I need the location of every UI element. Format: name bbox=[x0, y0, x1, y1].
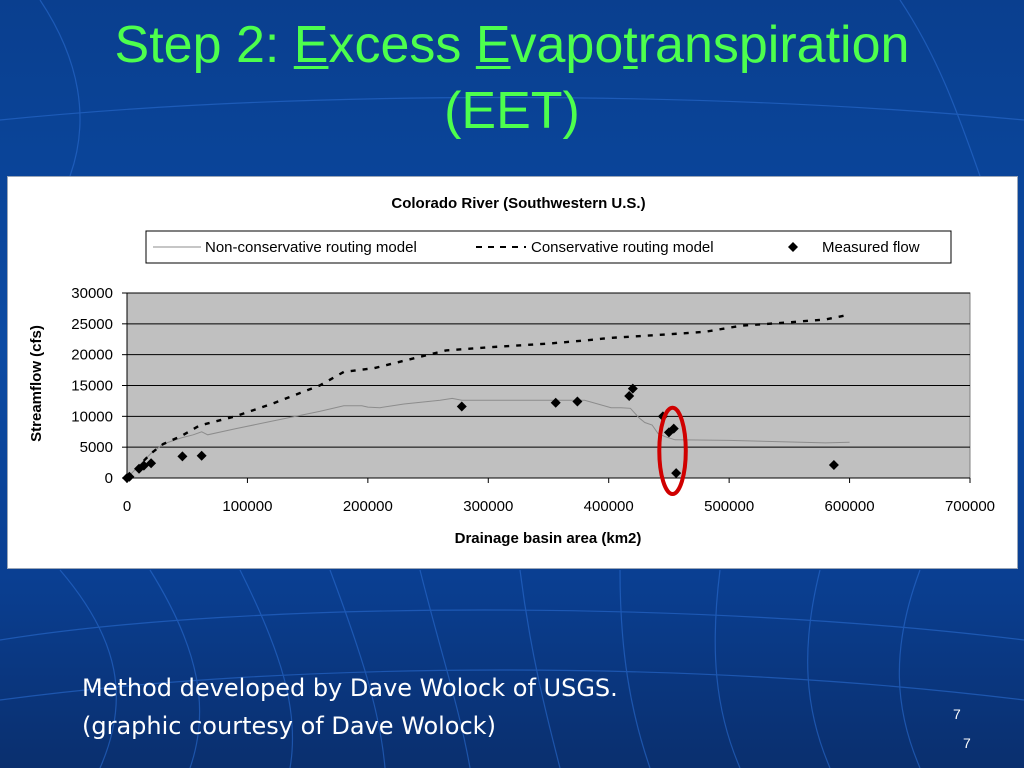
annotation-red-ellipse bbox=[657, 405, 688, 497]
data-point-measured-flow bbox=[146, 458, 157, 469]
chart-svg: Colorado River (Southwestern U.S.) Non-co… bbox=[28, 195, 995, 547]
chart-panel: Colorado River (Southwestern U.S.) Non-co… bbox=[7, 176, 1018, 569]
data-point-measured-flow bbox=[124, 471, 135, 482]
y-tick-label: 30000 bbox=[71, 285, 113, 302]
page-number-b: 7 bbox=[963, 735, 971, 751]
legend-label-non-conservative: Non-conservative routing model bbox=[205, 239, 417, 256]
x-tick-label: 700000 bbox=[945, 498, 995, 515]
title-word-excess-rest: xcess bbox=[328, 16, 476, 74]
data-point-measured-flow bbox=[668, 423, 679, 434]
legend-label-conservative: Conservative routing model bbox=[531, 239, 714, 256]
legend-label-measured: Measured flow bbox=[822, 239, 920, 256]
caption-line-2: (graphic courtesy of Dave Wolock) bbox=[82, 712, 496, 740]
x-tick-label: 500000 bbox=[704, 498, 754, 515]
legend-swatch-measured-diamond bbox=[788, 242, 798, 252]
x-axis-label: Drainage basin area (km2) bbox=[455, 530, 642, 547]
slide-title: Step 2: Excess Evapotranspiration (EET) bbox=[40, 12, 984, 144]
series-line-conservative bbox=[126, 313, 850, 479]
y-axis-label: Streamflow (cfs) bbox=[28, 325, 45, 442]
x-tick-label: 600000 bbox=[825, 498, 875, 515]
title-prefix: Step 2: bbox=[114, 16, 294, 74]
x-tick-label: 100000 bbox=[222, 498, 272, 515]
y-tick-label: 20000 bbox=[71, 347, 113, 364]
y-tick-label: 0 bbox=[105, 470, 113, 487]
legend-box bbox=[145, 230, 952, 264]
page-number-a: 7 bbox=[953, 706, 961, 722]
caption-line-1: Method developed by Dave Wolock of USGS. bbox=[82, 674, 618, 702]
data-point-measured-flow bbox=[177, 451, 188, 462]
title-underlined-t: t bbox=[623, 16, 638, 74]
title-line-1: Step 2: Excess Evapotranspiration bbox=[40, 12, 984, 78]
x-tick-label: 200000 bbox=[343, 498, 393, 515]
x-tick-label: 0 bbox=[123, 498, 131, 515]
x-tick-label: 300000 bbox=[463, 498, 513, 515]
title-underlined-e-1: E bbox=[293, 16, 329, 74]
data-point-measured-flow bbox=[671, 468, 682, 479]
data-point-measured-flow bbox=[550, 397, 561, 408]
data-point-measured-flow bbox=[627, 383, 638, 394]
data-point-measured-flow bbox=[456, 401, 467, 412]
title-word-evapo: vapo bbox=[510, 16, 624, 74]
y-tick-label: 25000 bbox=[71, 316, 113, 333]
title-word-ranspiration: ranspiration bbox=[637, 16, 910, 74]
title-line-2: (EET) bbox=[444, 82, 580, 140]
y-tick-label: 15000 bbox=[71, 378, 113, 395]
data-point-measured-flow bbox=[196, 450, 207, 461]
y-tick-label: 5000 bbox=[80, 439, 113, 456]
chart-title: Colorado River (Southwestern U.S.) bbox=[391, 195, 645, 212]
y-tick-label: 10000 bbox=[71, 408, 113, 425]
x-tick-label: 400000 bbox=[584, 498, 634, 515]
data-point-measured-flow bbox=[828, 460, 839, 471]
data-point-measured-flow bbox=[572, 396, 583, 407]
title-underlined-e-2: E bbox=[475, 16, 511, 74]
data-point-measured-flow bbox=[624, 390, 635, 401]
